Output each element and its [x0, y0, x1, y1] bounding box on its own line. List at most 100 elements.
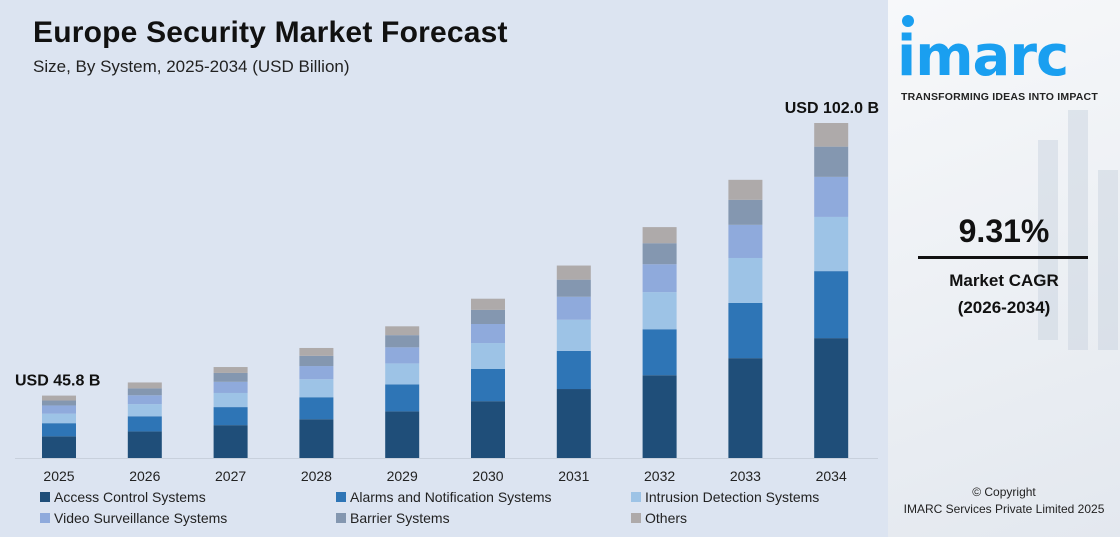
legend-item: Others: [631, 510, 687, 526]
imarc-logo: imarc: [897, 24, 1069, 89]
total-annotation: USD 102.0 B: [785, 100, 879, 117]
x-tick-label: 2029: [387, 468, 418, 484]
x-tick-label: 2032: [644, 468, 675, 484]
x-tick-label: 2031: [558, 468, 589, 484]
x-tick-label: 2025: [43, 468, 74, 484]
bar-segment-others-2033: [728, 179, 763, 200]
legend-label: Barrier Systems: [350, 510, 450, 526]
bar-segment-intrusion-detection-systems-2031: [556, 319, 591, 351]
bar-segment-barrier-systems-2025: [42, 400, 76, 406]
brand-panel: imarc TRANSFORMING IDEAS INTO IMPACT 9.3…: [888, 0, 1120, 537]
bar-segment-alarms-and-notification-systems-2027: [213, 407, 248, 426]
bar-segment-others-2026: [127, 382, 162, 389]
bar-segment-others-2031: [556, 265, 591, 280]
bar-segment-barrier-systems-2032: [642, 243, 677, 265]
legend-item: Barrier Systems: [336, 510, 450, 526]
bar-segment-intrusion-detection-systems-2034: [814, 216, 849, 272]
bar-segment-alarms-and-notification-systems-2030: [471, 368, 505, 402]
bar-segment-access-control-systems-2032: [642, 375, 677, 458]
background-decoration: [1098, 170, 1118, 350]
bar-segment-alarms-and-notification-systems-2033: [728, 302, 763, 359]
bar-segment-barrier-systems-2033: [728, 199, 763, 225]
bar-segment-video-surveillance-systems-2034: [814, 176, 849, 217]
bar-segment-others-2025: [42, 395, 76, 401]
bar-segment-video-surveillance-systems-2025: [42, 405, 76, 414]
bar-segment-video-surveillance-systems-2031: [556, 296, 591, 320]
bar-segment-others-2029: [385, 326, 420, 336]
legend-item: Access Control Systems: [40, 489, 206, 505]
legend-item: Intrusion Detection Systems: [631, 489, 819, 505]
legend-swatch: [336, 513, 346, 523]
bar-segment-alarms-and-notification-systems-2029: [385, 384, 420, 412]
bar-segment-video-surveillance-systems-2027: [213, 381, 248, 393]
bar-segment-intrusion-detection-systems-2032: [642, 292, 677, 330]
bar-segment-barrier-systems-2026: [127, 388, 162, 396]
bar-segment-intrusion-detection-systems-2025: [42, 413, 76, 424]
bar-segment-alarms-and-notification-systems-2031: [556, 350, 591, 390]
bar-segment-alarms-and-notification-systems-2034: [814, 271, 849, 339]
bar-segment-alarms-and-notification-systems-2026: [127, 416, 162, 432]
bar-segment-barrier-systems-2031: [556, 279, 591, 297]
bar-segment-access-control-systems-2034: [814, 338, 849, 458]
bar-segment-alarms-and-notification-systems-2032: [642, 329, 677, 376]
bar-segment-access-control-systems-2026: [127, 431, 162, 458]
x-tick-label: 2026: [129, 468, 160, 484]
total-annotation: USD 45.8 B: [15, 373, 100, 390]
bar-segment-alarms-and-notification-systems-2028: [299, 397, 334, 420]
bar-segment-video-surveillance-systems-2029: [385, 347, 420, 364]
company-name: IMARC Services Private Limited 2025: [903, 502, 1105, 516]
bar-segment-others-2034: [814, 123, 849, 147]
bar-segment-video-surveillance-systems-2028: [299, 366, 334, 380]
legend-item: Alarms and Notification Systems: [336, 489, 552, 505]
chart-panel: Europe Security Market Forecast Size, By…: [15, 16, 879, 526]
cagr-value: 9.31%: [958, 213, 1050, 249]
bar-segment-intrusion-detection-systems-2026: [127, 404, 162, 417]
legend-label: Alarms and Notification Systems: [350, 489, 552, 505]
bar-segment-alarms-and-notification-systems-2025: [42, 423, 76, 437]
legend-label: Intrusion Detection Systems: [645, 489, 820, 505]
x-tick-label: 2027: [215, 468, 246, 484]
cagr-divider: [918, 256, 1088, 259]
bar-segment-access-control-systems-2025: [42, 436, 76, 458]
bar-segment-barrier-systems-2028: [299, 355, 334, 367]
legend-label: Access Control Systems: [54, 489, 206, 505]
legend-item: Video Surveillance Systems: [40, 510, 227, 526]
legend-label: Others: [645, 510, 688, 526]
bar-segment-access-control-systems-2027: [213, 425, 248, 458]
bar-segment-access-control-systems-2033: [728, 358, 763, 458]
bar-segment-access-control-systems-2030: [471, 401, 505, 458]
bar-segment-others-2030: [471, 298, 505, 310]
bar-segment-video-surveillance-systems-2033: [728, 224, 763, 258]
legend-swatch: [40, 492, 50, 502]
bar-segment-others-2032: [642, 227, 677, 244]
bar-segment-intrusion-detection-systems-2029: [385, 363, 420, 385]
chart-title: Europe Security Market Forecast: [33, 16, 508, 49]
bar-segment-barrier-systems-2034: [814, 146, 849, 177]
cagr-label: Market CAGR: [949, 271, 1059, 290]
stacked-bar-chart: 2025 2026 2027 2028 2029 2030 2031 2032 2033 2034…: [15, 100, 879, 484]
background-decoration: [1068, 110, 1088, 350]
brand-tagline: TRANSFORMING IDEAS INTO IMPACT: [901, 91, 1098, 103]
bar-segment-barrier-systems-2030: [471, 309, 505, 324]
legend-swatch: [40, 513, 50, 523]
legend-label: Video Surveillance Systems: [54, 510, 228, 526]
logo-dot-icon: [902, 15, 914, 27]
bar-segment-intrusion-detection-systems-2027: [213, 392, 248, 408]
background-decoration: [1038, 140, 1058, 340]
bar-segment-video-surveillance-systems-2026: [127, 395, 162, 405]
bar-segment-video-surveillance-systems-2032: [642, 264, 677, 293]
x-tick-label: 2034: [816, 468, 847, 484]
copyright: © Copyright: [972, 485, 1036, 499]
bar-segment-intrusion-detection-systems-2033: [728, 257, 763, 303]
x-tick-label: 2030: [472, 468, 503, 484]
bar-segment-access-control-systems-2029: [385, 411, 420, 458]
chart-subtitle: Size, By System, 2025-2034 (USD Billion): [33, 57, 350, 76]
cagr-period: (2026-2034): [957, 298, 1051, 317]
x-tick-label: 2033: [730, 468, 761, 484]
legend-swatch: [631, 492, 641, 502]
x-tick-label: 2028: [301, 468, 332, 484]
bar-segment-others-2027: [213, 367, 248, 373]
bar-segment-others-2028: [299, 347, 334, 356]
legend-swatch: [336, 492, 346, 502]
bar-segment-barrier-systems-2027: [213, 372, 248, 382]
